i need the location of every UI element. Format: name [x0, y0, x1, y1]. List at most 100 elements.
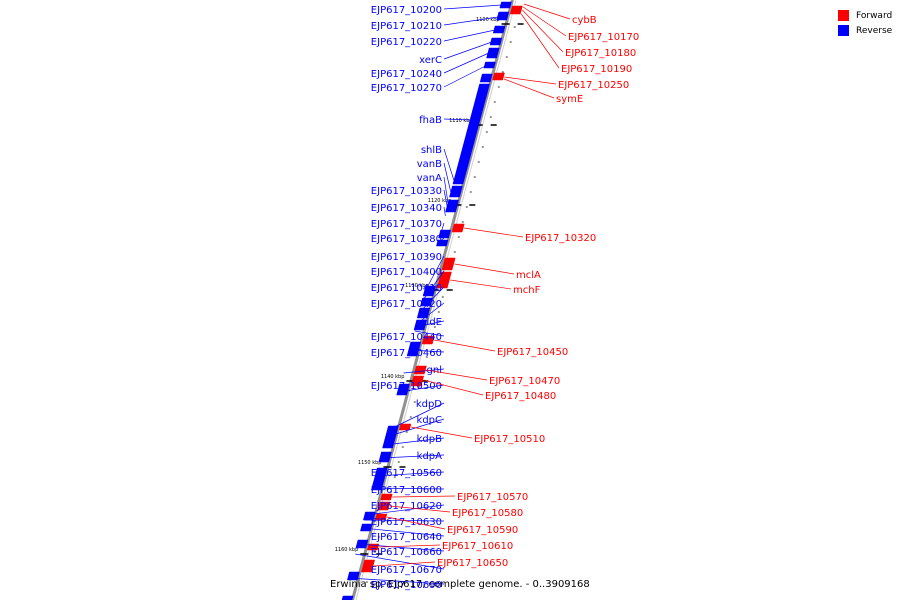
reverse-gene-connector: [443, 189, 448, 209]
reverse-gene-label: EJP617_10660: [371, 547, 442, 558]
forward-gene-block: [380, 493, 393, 501]
reverse-gene-connector: [443, 4, 502, 10]
forward-gene-block: [413, 365, 427, 375]
reverse-gene-label: EJP617_10560: [371, 468, 442, 479]
reverse-gene-connector: [439, 222, 445, 237]
reverse-gene-label: EJP617_10330: [371, 186, 442, 197]
reverse-gene-label: EJP617_10340: [371, 203, 442, 214]
reverse-gene-label: gnl: [427, 365, 442, 376]
forward-gene-label: EJP617_10470: [489, 376, 560, 387]
reverse-gene-block: [420, 297, 433, 307]
legend-forward: Forward: [838, 8, 892, 23]
reverse-gene-connector: [384, 437, 445, 446]
reverse-gene-connector: [348, 577, 445, 585]
reverse-gene-connector: [365, 504, 445, 516]
reverse-gene-connector: [398, 384, 445, 393]
reverse-gene-label: xerC: [419, 55, 442, 66]
reverse-gene-connector: [443, 65, 486, 88]
forward-gene-label: EJP617_10320: [525, 233, 596, 244]
forward-gene-label: mchF: [513, 285, 541, 296]
reverse-gene-connector: [362, 527, 445, 537]
forward-gene-label: symE: [556, 94, 583, 105]
reverse-gene-block: [452, 83, 490, 185]
forward-gene-block: [421, 335, 435, 345]
kbp-tick-label: 1150 kbp: [358, 460, 382, 466]
reverse-gene-block: [479, 73, 493, 83]
reverse-gene-block: [371, 467, 388, 491]
reverse-gene-label: EJP617_10220: [371, 37, 442, 48]
reverse-gene-connector: [443, 52, 490, 74]
forward-gene-connector: [392, 495, 456, 498]
reverse-gene-label: EJP617_10240: [371, 69, 442, 80]
reverse-gene-label: kdpD: [416, 399, 442, 410]
forward-gene-block: [441, 257, 456, 271]
reverse-gene-label: vanB: [417, 159, 442, 170]
reverse-gene-label: EJP617_10210: [371, 21, 442, 32]
forward-gene-connector: [503, 78, 555, 99]
reverse-gene-connector: [443, 41, 492, 60]
reverse-gene-label: kdpC: [417, 415, 442, 426]
reverse-gene-label: fhaB: [419, 115, 442, 126]
reverse-gene-block: [360, 523, 373, 532]
forward-gene-connector: [523, 3, 571, 20]
reverse-swatch: [838, 25, 849, 36]
forward-gene-connector: [387, 516, 446, 530]
forward-gene-label: mclA: [516, 270, 541, 281]
reverse-gene-connector: [443, 176, 449, 206]
reverse-gene-label: EJP617_10420: [371, 299, 442, 310]
forward-gene-connector: [522, 9, 564, 53]
reverse-gene-block: [416, 307, 431, 319]
reverse-gene-block: [436, 239, 449, 247]
forward-gene-block: [492, 72, 505, 81]
reverse-gene-block: [489, 37, 503, 46]
reverse-gene-label: EJP617_10200: [371, 5, 442, 16]
forward-gene-label: EJP617_10450: [497, 347, 568, 358]
reverse-gene-block: [378, 451, 392, 463]
reverse-gene-connector: [425, 255, 445, 291]
reverse-gene-connector: [422, 270, 445, 301]
reverse-gene-label: EJP617_10460: [371, 348, 442, 359]
reverse-gene-block: [486, 47, 500, 59]
reverse-gene-connector: [372, 487, 445, 490]
kbp-tick-label: 1100 kbp: [476, 17, 500, 23]
reverse-gene-block: [492, 25, 506, 34]
genome-backbone: [351, 0, 514, 600]
reverse-gene-label: EJP617_10690: [371, 580, 442, 591]
legend-reverse: Reverse: [838, 23, 892, 38]
reverse-gene-label: EJP617_10620: [371, 501, 442, 512]
reverse-gene-label: vanA: [417, 173, 442, 184]
forward-gene-connector: [520, 13, 560, 69]
forward-gene-label: EJP617_10510: [474, 434, 545, 445]
reverse-gene-connector: [376, 471, 445, 477]
reverse-gene-block: [449, 185, 463, 198]
forward-gene-label: EJP617_10250: [558, 80, 629, 91]
forward-gene-connector: [464, 227, 524, 238]
forward-gene-connector: [390, 505, 451, 513]
reverse-gene-block: [341, 595, 354, 600]
reverse-gene-connector: [409, 349, 445, 353]
forward-gene-label: EJP617_10580: [452, 508, 523, 519]
reverse-gene-connector: [416, 302, 445, 325]
reverse-gene-label: EJP617_10500: [371, 381, 442, 392]
forward-gene-label: EJP617_10590: [447, 525, 518, 536]
reverse-gene-label: EJP617_10600: [371, 485, 442, 496]
forward-gene-connector: [434, 339, 496, 352]
reverse-gene-label: EJP617_10630: [371, 517, 442, 528]
forward-gene-block: [509, 5, 523, 15]
forward-gene-connector: [504, 76, 557, 85]
reverse-gene-block: [499, 1, 512, 9]
forward-gene-block: [410, 375, 425, 387]
forward-gene-block: [451, 223, 465, 233]
reverse-gene-label: EJP617_10440: [371, 332, 442, 343]
reverse-gene-block: [445, 199, 459, 213]
reverse-gene-connector: [443, 148, 455, 183]
forward-gene-label: EJP617_10570: [457, 492, 528, 503]
reverse-gene-label: EJP617_10410: [371, 283, 442, 294]
reverse-gene-label: EJP617_10390: [371, 252, 442, 263]
legend: Forward Reverse: [838, 8, 892, 38]
forward-gene-label: EJP617_10650: [437, 558, 508, 569]
reverse-gene-connector: [415, 320, 445, 328]
reverse-gene-connector: [443, 162, 452, 195]
reverse-gene-connector: [355, 553, 445, 570]
